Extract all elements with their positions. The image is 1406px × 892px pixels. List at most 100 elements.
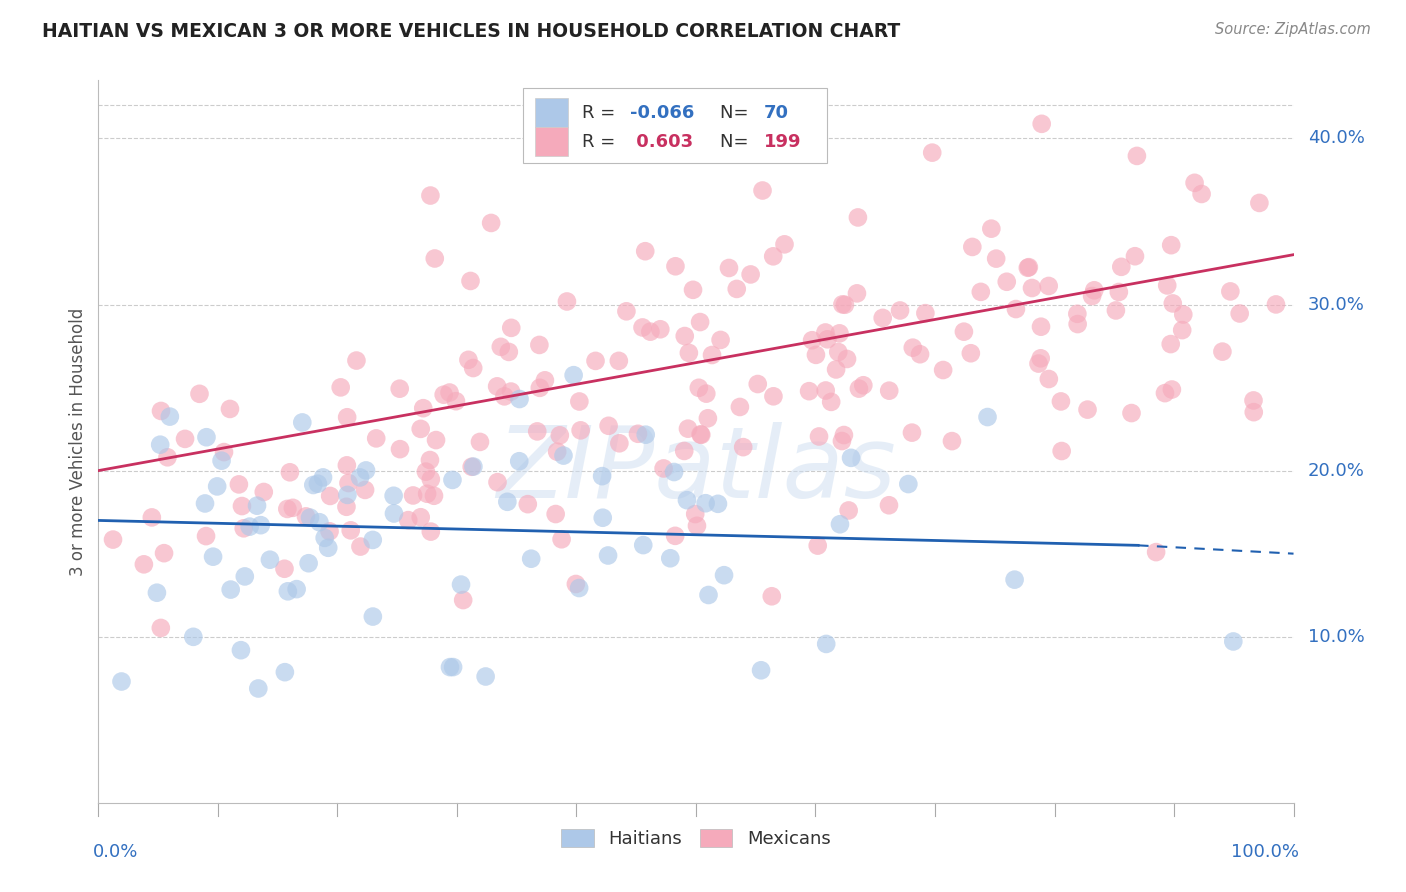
Point bbox=[696, 411, 718, 425]
Point bbox=[412, 401, 434, 416]
Text: 100.0%: 100.0% bbox=[1232, 843, 1299, 861]
Point bbox=[631, 320, 654, 334]
Point bbox=[153, 546, 176, 560]
Point bbox=[1154, 386, 1177, 401]
Point bbox=[682, 283, 704, 297]
Point bbox=[409, 510, 432, 524]
Point bbox=[156, 450, 179, 465]
Point bbox=[1249, 196, 1271, 211]
Text: R =: R = bbox=[582, 103, 621, 122]
Point bbox=[202, 549, 225, 564]
Point bbox=[409, 422, 432, 436]
Point bbox=[1017, 260, 1039, 275]
Point bbox=[832, 428, 855, 442]
Point bbox=[423, 252, 446, 266]
Point bbox=[388, 382, 411, 396]
Point bbox=[591, 469, 613, 483]
Point bbox=[499, 384, 522, 399]
Point bbox=[354, 483, 377, 497]
Point bbox=[1173, 308, 1195, 322]
Point bbox=[450, 577, 472, 591]
Point bbox=[1083, 283, 1105, 297]
Point bbox=[1038, 372, 1060, 386]
Point bbox=[897, 477, 920, 491]
Point bbox=[976, 410, 998, 425]
Text: 20.0%: 20.0% bbox=[1308, 461, 1365, 480]
Point bbox=[1171, 323, 1194, 337]
Point bbox=[762, 249, 785, 263]
Text: 10.0%: 10.0% bbox=[1308, 628, 1365, 646]
Point bbox=[852, 378, 875, 392]
Point bbox=[1050, 444, 1073, 458]
Point bbox=[273, 562, 295, 576]
Point bbox=[995, 275, 1018, 289]
Point bbox=[361, 533, 384, 547]
Point bbox=[555, 294, 578, 309]
Point bbox=[689, 427, 711, 442]
Point bbox=[457, 352, 479, 367]
Point bbox=[516, 497, 538, 511]
Point bbox=[174, 432, 197, 446]
FancyBboxPatch shape bbox=[523, 87, 827, 163]
Point bbox=[498, 345, 520, 359]
Point bbox=[695, 496, 717, 510]
Point bbox=[592, 510, 614, 524]
Point bbox=[212, 445, 235, 459]
Point bbox=[695, 386, 717, 401]
Point bbox=[520, 551, 543, 566]
Point bbox=[110, 674, 132, 689]
Point bbox=[425, 433, 447, 447]
Point bbox=[901, 425, 924, 440]
Point bbox=[616, 304, 638, 318]
Point bbox=[838, 503, 860, 517]
Point bbox=[652, 461, 675, 475]
Point bbox=[835, 351, 858, 366]
Point bbox=[1004, 573, 1026, 587]
Point bbox=[433, 388, 456, 402]
Point bbox=[831, 434, 853, 448]
Point bbox=[181, 630, 204, 644]
Point bbox=[1021, 281, 1043, 295]
Point bbox=[298, 510, 321, 524]
Point bbox=[825, 362, 848, 376]
Point bbox=[346, 353, 368, 368]
Point bbox=[253, 485, 276, 500]
Point bbox=[568, 394, 591, 409]
Point bbox=[1161, 296, 1184, 310]
Point bbox=[494, 389, 516, 403]
Point bbox=[877, 498, 900, 512]
Point bbox=[1126, 149, 1149, 163]
Point bbox=[388, 442, 411, 457]
Point bbox=[932, 363, 955, 377]
Point bbox=[278, 465, 301, 479]
Point bbox=[1081, 289, 1104, 303]
Point bbox=[762, 389, 785, 403]
Point bbox=[686, 518, 709, 533]
Point bbox=[1243, 405, 1265, 419]
Point bbox=[1028, 357, 1050, 371]
Point bbox=[231, 499, 253, 513]
Point bbox=[1029, 351, 1052, 366]
Point bbox=[1111, 260, 1133, 274]
Point bbox=[501, 321, 523, 335]
Point bbox=[908, 347, 931, 361]
Point bbox=[889, 303, 911, 318]
Point bbox=[1160, 383, 1182, 397]
Bar bbox=[534, 98, 568, 128]
Point bbox=[463, 459, 485, 474]
Point bbox=[509, 392, 531, 406]
Point bbox=[683, 507, 706, 521]
Point bbox=[205, 479, 228, 493]
Point bbox=[733, 440, 755, 454]
Point bbox=[149, 438, 172, 452]
Point bbox=[831, 297, 853, 311]
Point bbox=[526, 425, 548, 439]
Point bbox=[1029, 319, 1052, 334]
Point bbox=[914, 306, 936, 320]
Point bbox=[319, 489, 342, 503]
Point bbox=[219, 582, 242, 597]
Point bbox=[596, 549, 619, 563]
Point bbox=[219, 401, 242, 416]
Point bbox=[211, 453, 233, 467]
Point bbox=[534, 373, 557, 387]
